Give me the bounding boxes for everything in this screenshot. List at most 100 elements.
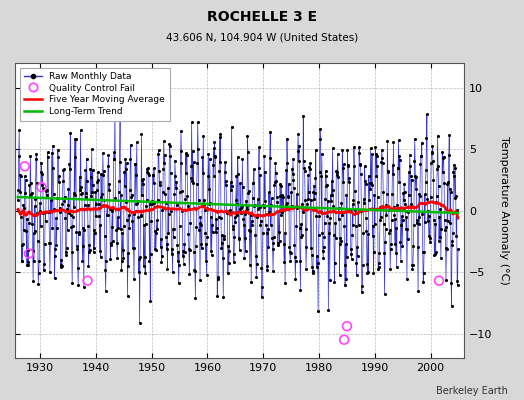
Point (206, 247, 215, 254)
Point (257, 218, 265, 224)
Point (322, 173, 330, 179)
Point (19, 202, 28, 208)
Point (410, 222, 418, 228)
Point (150, 200, 159, 206)
Point (156, 182, 164, 188)
Point (125, 225, 134, 231)
Point (341, 282, 350, 289)
Point (286, 258, 294, 264)
Point (77, 191, 85, 198)
Point (28, 248, 37, 254)
Point (67, 224, 75, 230)
Point (199, 133, 208, 140)
Point (254, 196, 262, 203)
Point (102, 258, 111, 264)
Point (249, 180, 257, 186)
Point (31, 227, 39, 234)
Point (106, 240, 115, 246)
Point (176, 189, 184, 195)
Point (68, 280, 77, 286)
Point (108, 238, 117, 244)
Point (242, 248, 250, 254)
Point (417, 153, 425, 160)
Point (225, 248, 234, 255)
Point (163, 266, 172, 272)
Point (322, 183, 331, 189)
Point (147, 251, 155, 258)
Point (222, 178, 230, 185)
Point (374, 266, 383, 272)
Point (280, 230, 289, 236)
Point (419, 248, 427, 255)
Point (157, 236, 165, 242)
Point (62, 252, 70, 258)
Point (392, 225, 400, 231)
Point (346, 245, 355, 252)
Point (208, 252, 216, 258)
Point (176, 160, 184, 166)
Point (71, 154, 80, 160)
Point (343, 323, 351, 329)
Point (226, 207, 234, 213)
Point (219, 255, 227, 261)
Point (275, 238, 283, 244)
Point (88, 188, 96, 195)
Point (399, 217, 407, 223)
Point (372, 151, 380, 158)
Point (296, 287, 304, 294)
Point (244, 149, 252, 155)
Point (76, 187, 84, 194)
Point (223, 209, 231, 215)
Point (85, 246, 94, 253)
Point (197, 222, 205, 228)
Point (31, 196, 40, 203)
Point (305, 166, 314, 172)
Point (426, 239, 434, 245)
Point (40, 266, 48, 273)
Point (440, 154, 448, 160)
Point (351, 188, 359, 194)
Point (97, 170, 105, 177)
Point (255, 144, 263, 150)
Point (420, 191, 429, 198)
Point (314, 308, 322, 314)
Point (83, 278, 92, 284)
Point (176, 223, 184, 230)
Point (263, 267, 271, 273)
Point (26, 192, 34, 199)
Point (399, 190, 407, 197)
Point (148, 198, 156, 204)
Point (301, 197, 309, 203)
Point (147, 218, 156, 224)
Point (258, 294, 266, 300)
Point (405, 192, 413, 198)
Point (403, 276, 411, 282)
Point (194, 146, 202, 152)
Point (400, 181, 408, 187)
Point (108, 208, 116, 214)
Point (98, 203, 106, 209)
Point (52, 215, 60, 222)
Point (393, 202, 401, 208)
Point (276, 193, 285, 200)
Point (54, 153, 62, 160)
Point (343, 254, 351, 260)
Point (433, 166, 441, 173)
Point (209, 229, 217, 236)
Point (261, 168, 269, 175)
Point (411, 185, 420, 192)
Point (52, 242, 61, 249)
Point (246, 212, 255, 218)
Point (144, 169, 152, 176)
Point (224, 243, 233, 249)
Point (77, 184, 85, 191)
Point (316, 173, 325, 179)
Point (32, 150, 40, 157)
Point (272, 178, 280, 184)
Point (148, 172, 157, 178)
Point (115, 159, 124, 165)
Point (192, 224, 201, 230)
Point (446, 220, 454, 226)
Point (380, 291, 389, 297)
Point (312, 264, 321, 270)
